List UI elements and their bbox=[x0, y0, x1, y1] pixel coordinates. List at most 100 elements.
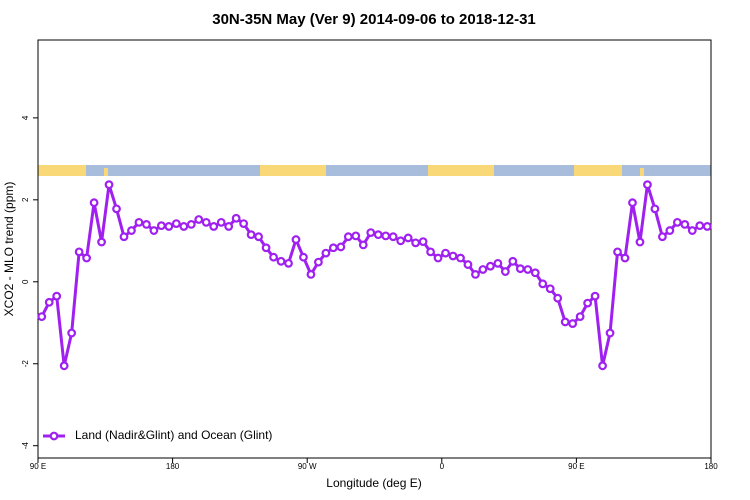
data-point bbox=[67, 328, 77, 338]
data-point bbox=[515, 264, 525, 274]
data-point bbox=[194, 215, 204, 224]
data-point bbox=[186, 220, 196, 229]
data-point bbox=[411, 238, 421, 248]
data-point bbox=[97, 237, 106, 247]
data-point bbox=[650, 204, 660, 214]
data-point bbox=[216, 217, 226, 227]
data-point bbox=[486, 261, 495, 271]
data-point bbox=[269, 252, 278, 262]
data-point bbox=[231, 213, 241, 223]
data-point bbox=[702, 222, 712, 231]
data-point bbox=[493, 258, 503, 268]
data-point bbox=[426, 247, 435, 257]
data-point bbox=[74, 247, 84, 257]
data-point bbox=[321, 248, 331, 258]
y-tick-label: -4 bbox=[21, 442, 30, 450]
series-line bbox=[40, 184, 708, 367]
data-point bbox=[336, 242, 346, 252]
data-point bbox=[478, 265, 488, 274]
data-point bbox=[328, 243, 338, 253]
data-point bbox=[52, 291, 62, 301]
data-point bbox=[284, 258, 293, 268]
data-point bbox=[538, 279, 548, 289]
data-point bbox=[179, 222, 189, 231]
data-point bbox=[471, 270, 480, 279]
data-point bbox=[261, 243, 271, 253]
data-point bbox=[680, 220, 690, 229]
legend-marker bbox=[49, 431, 59, 441]
data-point bbox=[575, 312, 585, 322]
data-point bbox=[687, 226, 697, 235]
x-tick-label: 90 E bbox=[30, 462, 46, 471]
data-point bbox=[201, 217, 211, 227]
data-point bbox=[291, 235, 301, 244]
data-point bbox=[418, 237, 428, 247]
data-point bbox=[568, 319, 578, 328]
data-point bbox=[254, 232, 263, 242]
legend-label: Land (Nadir&Glint) and Ocean (Glint) bbox=[75, 428, 272, 442]
data-point bbox=[142, 220, 151, 229]
x-tick-label: 180 bbox=[704, 462, 718, 471]
data-point bbox=[530, 268, 540, 278]
data-point bbox=[643, 180, 652, 190]
data-point bbox=[112, 204, 121, 214]
data-point bbox=[358, 240, 368, 250]
data-point bbox=[246, 230, 256, 240]
data-point bbox=[239, 219, 249, 228]
data-point bbox=[613, 247, 622, 257]
data-point bbox=[665, 226, 675, 235]
data-point bbox=[500, 267, 510, 276]
land-ocean-strip bbox=[38, 165, 711, 176]
data-point bbox=[209, 222, 219, 231]
x-tick-label: 90 W bbox=[298, 462, 317, 471]
data-point bbox=[388, 232, 398, 242]
data-point bbox=[441, 248, 450, 258]
data-point bbox=[276, 256, 286, 266]
data-point bbox=[366, 228, 376, 238]
data-point bbox=[590, 291, 600, 301]
y-axis-label: XCO2 - MLO trend (ppm) bbox=[2, 182, 16, 317]
data-point bbox=[306, 270, 316, 279]
plot-frame bbox=[37, 39, 712, 459]
data-point bbox=[657, 232, 667, 242]
data-point bbox=[403, 233, 413, 243]
x-tick-label: 180 bbox=[166, 462, 180, 471]
data-point bbox=[605, 328, 615, 338]
data-point bbox=[456, 253, 465, 263]
data-point bbox=[396, 236, 406, 246]
x-tick-label: 0 bbox=[440, 462, 445, 471]
data-point bbox=[314, 257, 323, 267]
y-tick-label: 2 bbox=[21, 197, 30, 202]
data-point bbox=[672, 217, 682, 227]
data-point bbox=[164, 222, 174, 231]
data-point bbox=[351, 231, 361, 241]
data-point bbox=[381, 231, 391, 241]
data-point bbox=[224, 222, 234, 231]
data-point bbox=[343, 232, 353, 242]
data-point bbox=[620, 253, 630, 263]
data-point bbox=[171, 219, 181, 228]
data-point bbox=[433, 253, 443, 263]
data-point bbox=[44, 297, 54, 307]
data-point bbox=[156, 221, 166, 231]
data-point bbox=[635, 237, 645, 247]
data-point bbox=[59, 361, 69, 371]
data-point bbox=[598, 361, 607, 371]
data-point bbox=[104, 180, 114, 190]
y-tick-label: -2 bbox=[21, 360, 30, 368]
y-tick-label: 0 bbox=[21, 279, 30, 284]
data-point bbox=[508, 256, 518, 266]
data-point bbox=[299, 252, 308, 262]
data-point bbox=[583, 298, 593, 308]
data-point bbox=[127, 226, 136, 235]
x-tick-label: 90 E bbox=[568, 462, 584, 471]
data-point bbox=[463, 260, 473, 269]
data-point bbox=[628, 198, 637, 208]
data-point bbox=[373, 230, 383, 240]
x-axis-label: Longitude (deg E) bbox=[326, 476, 421, 490]
data-point bbox=[560, 317, 570, 327]
data-point bbox=[149, 226, 159, 235]
data-point bbox=[545, 284, 555, 294]
data-point bbox=[37, 312, 47, 322]
